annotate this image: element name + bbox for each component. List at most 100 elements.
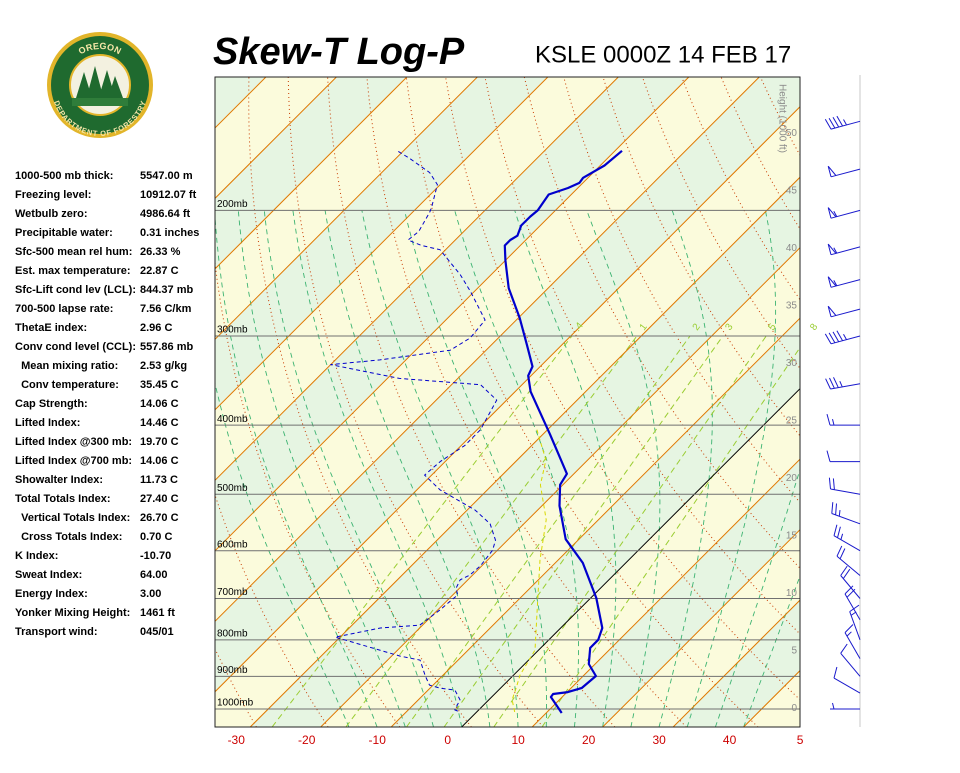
index-label: Cross Totals Index: [15, 531, 122, 543]
y2-tick-label: 5 [791, 646, 797, 657]
wind-barb [832, 502, 860, 524]
index-label: Yonker Mixing Height: [15, 607, 130, 619]
index-label: Conv temperature: [15, 379, 119, 391]
logo: OREGON DEPARTMENT OF FORESTRY [47, 32, 153, 138]
dry-adiabat [918, 77, 960, 727]
index-label: Sfc-Lift cond lev (LCL): [15, 284, 136, 296]
y2-tick-label: 35 [786, 301, 798, 312]
index-value: 22.87 C [140, 265, 179, 277]
index-label: K Index: [15, 550, 58, 562]
x-tick-label: 40 [723, 733, 737, 747]
index-value: -10.70 [140, 550, 171, 562]
x-tick-label: 10 [511, 733, 525, 747]
index-label: Wetbulb zero: [15, 208, 88, 220]
index-value: 2.53 g/kg [140, 360, 187, 372]
index-label: Conv cond level (CCL): [15, 341, 136, 353]
index-label: Transport wind: [15, 626, 98, 638]
index-value: 0.70 C [140, 531, 172, 543]
wind-barb [845, 625, 860, 659]
index-value: 2.96 C [140, 322, 172, 334]
wind-barb [828, 244, 860, 255]
wind-barbs [825, 116, 860, 709]
wind-barb [834, 525, 860, 551]
index-value: 1461 ft [140, 607, 175, 619]
index-label: Precipitable water: [15, 227, 113, 239]
index-value: 14.06 C [140, 455, 179, 467]
index-value: 64.00 [140, 569, 168, 581]
index-label: Showalter Index: [15, 474, 103, 486]
index-label: Lifted Index @300 mb: [15, 436, 132, 448]
x-tick-label: -20 [298, 733, 316, 747]
index-value: 11.73 C [140, 474, 178, 486]
index-label: Vertical Totals Index: [15, 512, 130, 524]
wind-barb [830, 703, 860, 709]
dry-adiabat [839, 77, 960, 727]
chart-subtitle: KSLE 0000Z 14 FEB 17 [535, 41, 791, 68]
wind-barb [829, 478, 860, 495]
wind-barb [827, 451, 860, 462]
x-tick-label: 30 [652, 733, 666, 747]
index-label: 700-500 lapse rate: [15, 303, 113, 315]
x-tick-label: -10 [369, 733, 387, 747]
index-label: ThetaE index: [15, 322, 87, 334]
wind-barb [825, 331, 860, 344]
x-tick-label: 0 [444, 733, 451, 747]
y-tick-label: 900mb [217, 665, 248, 676]
x-grid-line [814, 77, 960, 727]
index-label: Sweat Index: [15, 569, 82, 581]
chart-title: Skew-T Log-P [213, 31, 465, 73]
index-value: 7.56 C/km [140, 303, 192, 315]
index-label: Sfc-500 mean rel hum: [15, 246, 132, 258]
index-value: 26.70 C [140, 512, 179, 524]
index-label: Cap Strength: [15, 398, 88, 410]
index-value: 27.40 C [140, 493, 179, 505]
index-value: 35.45 C [140, 379, 179, 391]
index-value: 557.86 mb [140, 341, 193, 353]
x-tick-label: 20 [582, 733, 596, 747]
mixing-ratio-label: 8 [808, 321, 820, 332]
index-label: Freezing level: [15, 189, 91, 201]
x-tick-label: 5 [797, 733, 804, 747]
index-value: 3.00 [140, 588, 161, 600]
y-tick-label: 200mb [217, 199, 248, 210]
index-value: 14.46 C [140, 417, 179, 429]
index-value: 10912.07 ft [140, 189, 197, 201]
y-tick-label: 500mb [217, 483, 248, 494]
y2-tick-label: 30 [786, 358, 798, 369]
y-tick-label: 700mb [217, 587, 248, 598]
y2-tick-label: 0 [791, 703, 797, 714]
x-tick-label: -30 [228, 733, 246, 747]
y2-tick-label: 15 [786, 531, 798, 542]
y-tick-label: 1000mb [217, 698, 254, 709]
y2-tick-label: 25 [786, 416, 798, 427]
index-label: Est. max temperature: [15, 265, 131, 277]
y2-axis-title: Height (1000 ft) [776, 84, 787, 153]
wind-barb [826, 377, 860, 389]
index-label: Lifted Index: [15, 417, 80, 429]
wind-barb [825, 116, 860, 129]
dry-adiabat [879, 77, 960, 727]
index-value: 045/01 [140, 626, 174, 638]
y2-tick-label: 45 [786, 186, 798, 197]
y2-tick-label: 10 [786, 588, 798, 599]
index-label: Mean mixing ratio: [15, 360, 118, 372]
wind-barb [828, 208, 860, 219]
y2-tick-label: 20 [786, 473, 798, 484]
wind-barb [828, 306, 860, 317]
index-value: 5547.00 m [140, 170, 193, 182]
index-label: Total Totals Index: [15, 493, 111, 505]
y2-tick-label: 40 [786, 243, 798, 254]
y-tick-label: 400mb [217, 414, 248, 425]
y-tick-label: 600mb [217, 539, 248, 550]
wind-barb [828, 277, 860, 288]
y-tick-label: 300mb [217, 325, 248, 336]
index-value: 26.33 % [140, 246, 181, 258]
index-value: 14.06 C [140, 398, 179, 410]
index-value: 844.37 mb [140, 284, 193, 296]
wind-barb [827, 414, 860, 425]
y-tick-label: 800mb [217, 628, 248, 639]
wind-barb [828, 166, 860, 177]
